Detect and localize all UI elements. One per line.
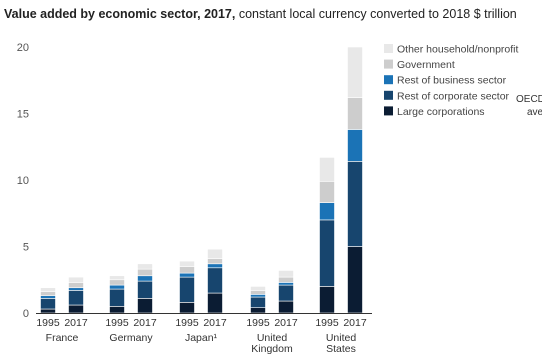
bar-segment	[137, 263, 153, 270]
bar-segment	[319, 181, 335, 203]
bar-segment	[250, 290, 266, 295]
x-tick-label: 2017	[274, 317, 298, 329]
bar-segment	[250, 294, 266, 298]
category-label: France	[46, 332, 79, 344]
bar-segment	[319, 219, 335, 287]
bar-segment	[278, 282, 294, 286]
x-tick-label: 1995	[175, 317, 199, 329]
bar-segment	[319, 286, 335, 314]
y-tick-label: 15	[17, 109, 29, 121]
bar-segment	[319, 157, 335, 182]
x-tick-label: 2017	[203, 317, 227, 329]
bar-segment	[68, 282, 84, 289]
x-axis: 1995 2017 France 1995 2017 Germany 1995 2017 Jap…	[36, 313, 372, 354]
legend-swatch	[384, 90, 393, 100]
bar-segment	[207, 248, 223, 259]
legend-label: Rest of corporate sector	[397, 90, 510, 102]
y-tick-label: 0	[23, 308, 29, 320]
bar-segment	[137, 280, 153, 299]
chart-title-bold: Value added by economic sector, 2017,	[4, 7, 236, 21]
bar-segment	[278, 300, 294, 314]
legend-swatch	[384, 106, 393, 116]
bar-segment	[250, 307, 266, 314]
y-tick-label: 5	[23, 242, 29, 254]
bar-segment	[40, 287, 56, 293]
legend-label: Large corporations	[397, 106, 485, 118]
bar-segment	[137, 275, 153, 282]
legend-label: Other household/nonprofit	[397, 44, 518, 56]
bar-segment	[347, 97, 363, 130]
legend-swatch	[384, 59, 393, 69]
x-tick-label: 2017	[64, 317, 88, 329]
bar-segment	[319, 202, 335, 221]
x-tick-label: 2017	[133, 317, 157, 329]
bar-segment	[109, 306, 125, 314]
bar-segment	[347, 161, 363, 247]
bar-segment	[207, 263, 223, 269]
bars	[40, 46, 363, 314]
category-label: United	[257, 332, 288, 344]
bar-segment	[68, 290, 84, 306]
cut-label-line1: OECD	[516, 94, 542, 105]
bar-segment	[68, 276, 84, 283]
category-label: Kingdom	[251, 343, 293, 354]
legend-swatch	[384, 44, 393, 53]
bar-segment	[278, 270, 294, 278]
category-label: States	[326, 343, 356, 354]
cut-off-label: OECD ave	[516, 94, 542, 118]
legend-label: Government	[397, 59, 455, 71]
chart-title: Value added by economic sector, 2017, co…	[4, 7, 517, 21]
bar-segment	[40, 308, 56, 314]
bar-segment	[40, 295, 56, 299]
legend-swatch	[384, 75, 393, 85]
x-tick-label: 1995	[105, 317, 129, 329]
category-label: Japan¹	[185, 332, 218, 344]
bar-segment	[179, 302, 195, 314]
bar-segment	[347, 129, 363, 162]
y-tick-label: 20	[17, 42, 29, 54]
bar-segment	[179, 266, 195, 274]
bar-segment	[109, 275, 125, 281]
bar-segment	[278, 276, 294, 283]
x-tick-label: 1995	[246, 317, 270, 329]
bar-segment	[207, 292, 223, 314]
bar-segment	[40, 298, 56, 310]
bar-segment	[207, 267, 223, 294]
bar-segment	[250, 286, 266, 291]
bar-segment	[278, 284, 294, 302]
legend: Other household/nonprofit Government Rest …	[384, 44, 518, 118]
bar-segment	[40, 291, 56, 297]
bar-segment	[179, 276, 195, 303]
bar-segment	[68, 304, 84, 314]
bar-segment	[179, 272, 195, 278]
bar-segment	[347, 46, 363, 98]
x-tick-label: 1995	[315, 317, 339, 329]
bar-segment	[109, 288, 125, 307]
bar-segment	[109, 279, 125, 286]
chart-title-rest: constant local currency converted to 201…	[235, 7, 517, 21]
bar-segment	[68, 287, 84, 291]
bar-segment	[137, 268, 153, 277]
x-tick-label: 1995	[36, 317, 60, 329]
category-label: United	[326, 332, 357, 344]
bar-segment	[179, 260, 195, 267]
legend-label: Rest of business sector	[397, 75, 507, 87]
bar-segment	[347, 246, 363, 314]
bar-segment	[250, 296, 266, 308]
category-label: Germany	[109, 332, 153, 344]
x-tick-label: 2017	[343, 317, 367, 329]
y-axis: 0 5 10 15 20	[17, 42, 29, 320]
bar-segment	[207, 258, 223, 265]
cut-label-line2: ave	[527, 107, 542, 118]
y-tick-label: 10	[17, 175, 29, 187]
bar-segment	[137, 298, 153, 314]
bar-segment	[109, 284, 125, 290]
